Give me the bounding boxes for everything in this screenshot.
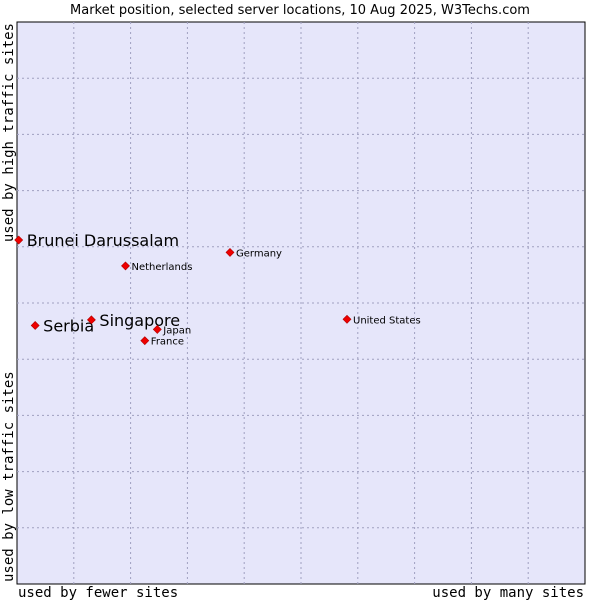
x-axis-label-left: used by fewer sites (18, 585, 178, 600)
point-marker-netherlands (121, 261, 130, 271)
grid-lines (17, 22, 585, 584)
point-label-singapore: Singapore (99, 311, 180, 330)
point-label-germany: Germany (236, 248, 282, 259)
point-label-united-states: United States (353, 315, 421, 326)
point-label-netherlands: Netherlands (131, 262, 192, 273)
y-axis-label-top: used by high traffic sites (1, 23, 17, 242)
point-marker-brunei-darussalam (14, 235, 24, 245)
chart-title: Market position, selected server locatio… (70, 3, 530, 18)
x-axis-label-right: used by many sites (432, 585, 584, 600)
point-label-serbia: Serbia (43, 316, 94, 335)
point-marker-united-states (342, 314, 352, 324)
point-marker-germany (225, 247, 235, 257)
point-marker-france (140, 336, 150, 346)
point-marker-singapore (86, 315, 96, 325)
y-axis-label-bottom: used by low traffic sites (1, 371, 17, 582)
point-marker-japan (152, 324, 162, 334)
point-label-brunei-darussalam: Brunei Darussalam (27, 231, 179, 250)
point-marker-serbia (30, 321, 40, 330)
point-label-japan: Japan (162, 325, 191, 336)
data-points: Brunei Darussalam Serbia Singapore Netherla… (14, 231, 421, 348)
point-label-france: France (151, 337, 184, 348)
